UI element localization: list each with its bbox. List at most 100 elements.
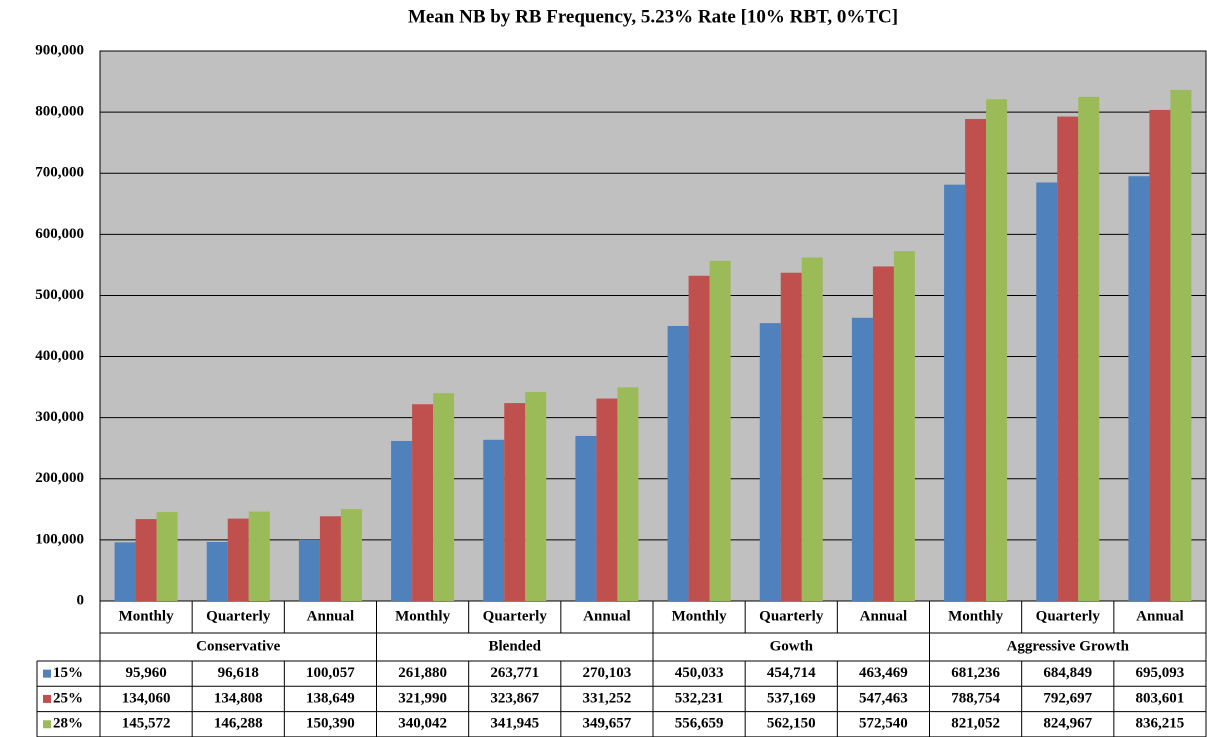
y-tick-label: 800,000: [35, 104, 84, 120]
bar: [944, 184, 966, 601]
x-tick-label: Quarterly: [1036, 608, 1101, 624]
y-tick-label: 200,000: [35, 470, 84, 486]
bar: [1149, 109, 1171, 602]
table-value: 100,057: [306, 665, 355, 681]
y-tick-label: 900,000: [35, 42, 84, 58]
x-tick-label: Annual: [307, 608, 355, 624]
bar: [135, 519, 157, 601]
table-value: 463,469: [859, 665, 908, 681]
bar: [1057, 116, 1079, 601]
group-label: Blended: [488, 638, 541, 654]
table-value: 134,808: [214, 690, 263, 706]
legend-key: [43, 720, 51, 729]
x-tick-label: Annual: [860, 608, 908, 624]
table-value: 323,867: [490, 690, 539, 706]
bar: [391, 440, 413, 601]
table-value: 792,697: [1043, 690, 1092, 706]
y-tick-label: 500,000: [35, 287, 84, 303]
y-tick-label: 100,000: [35, 531, 84, 547]
x-tick-label: Quarterly: [759, 608, 824, 624]
bar: [412, 404, 434, 601]
group-label: Gowth: [770, 638, 814, 654]
bar: [1170, 89, 1192, 601]
bar: [575, 435, 597, 601]
bar: [483, 439, 505, 601]
y-tick-label: 700,000: [35, 165, 84, 181]
bar: [801, 257, 823, 601]
y-tick-label: 600,000: [35, 226, 84, 242]
table-value: 803,601: [1136, 690, 1185, 706]
table-value: 134,060: [122, 690, 171, 706]
bar: [1078, 96, 1100, 601]
table-value: 95,960: [125, 665, 166, 681]
table-value: 547,463: [859, 690, 908, 706]
table-value: 788,754: [951, 690, 1000, 706]
bar: [114, 542, 136, 601]
table-value: 321,990: [398, 690, 447, 706]
table-value: 537,169: [767, 690, 816, 706]
bar: [1036, 182, 1058, 601]
x-tick-label: Monthly: [119, 608, 175, 624]
bar: [617, 387, 639, 601]
group-label: Aggressive Growth: [1007, 638, 1130, 654]
table-value: 695,093: [1136, 665, 1185, 681]
table-value: 556,659: [675, 716, 724, 732]
legend-label: 15%: [53, 665, 83, 681]
bar: [433, 393, 455, 601]
bar: [872, 266, 894, 601]
table-value: 138,649: [306, 690, 355, 706]
x-tick-label: Monthly: [948, 608, 1004, 624]
x-tick-label: Quarterly: [483, 608, 548, 624]
bar: [596, 398, 618, 601]
table-value: 150,390: [306, 716, 355, 732]
x-tick-label: Quarterly: [206, 608, 271, 624]
x-tick-label: Annual: [583, 608, 631, 624]
table-value: 454,714: [767, 665, 816, 681]
x-tick-label: Annual: [1136, 608, 1184, 624]
bar: [780, 272, 802, 601]
group-label: Conservative: [196, 638, 280, 654]
legend-label: 25%: [53, 690, 83, 706]
table-value: 331,252: [583, 690, 632, 706]
bar: [759, 323, 781, 601]
y-tick-label: 0: [77, 592, 85, 608]
y-tick-label: 300,000: [35, 409, 84, 425]
chart-title: Mean NB by RB Frequency, 5.23% Rate [10%…: [408, 6, 898, 27]
table-value: 145,572: [122, 716, 171, 732]
x-tick-label: Monthly: [672, 608, 728, 624]
table-value: 96,618: [218, 665, 259, 681]
legend-key: [43, 669, 51, 678]
bar: [986, 99, 1008, 601]
legend-label: 28%: [53, 716, 83, 732]
x-tick-label: Monthly: [395, 608, 451, 624]
table-value: 532,231: [675, 690, 724, 706]
bar: [525, 392, 547, 601]
table-value: 146,288: [214, 716, 263, 732]
table-value: 821,052: [951, 716, 1000, 732]
bar: [319, 516, 341, 601]
table-value: 572,540: [859, 716, 908, 732]
bar: [965, 118, 987, 601]
bar: [340, 509, 362, 601]
bar: [667, 325, 689, 601]
table-value: 341,945: [490, 716, 539, 732]
bar: [206, 541, 228, 601]
bar: [688, 275, 710, 601]
bar: [298, 539, 320, 601]
table-value: 684,849: [1043, 665, 1092, 681]
bar: [248, 511, 270, 601]
bar: [156, 512, 178, 601]
bar: [893, 251, 915, 601]
y-tick-label: 400,000: [35, 348, 84, 364]
legend-key: [43, 694, 51, 703]
table-value: 261,880: [398, 665, 447, 681]
table-value: 450,033: [675, 665, 724, 681]
bar: [709, 260, 731, 601]
bar: [504, 403, 526, 601]
table-value: 824,967: [1043, 716, 1092, 732]
bar: [851, 317, 873, 601]
plot-area: [99, 50, 1207, 602]
table-value: 562,150: [767, 716, 816, 732]
table-value: 340,042: [398, 716, 447, 732]
